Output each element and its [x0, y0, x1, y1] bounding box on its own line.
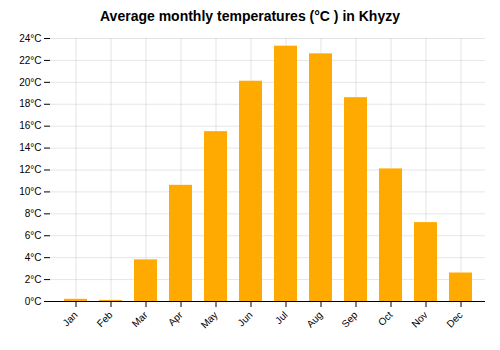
svg-text:Nov: Nov — [409, 309, 429, 329]
svg-text:Oct: Oct — [376, 309, 395, 328]
svg-text:24°C: 24°C — [19, 33, 41, 44]
svg-text:20°C: 20°C — [19, 77, 41, 88]
svg-text:14°C: 14°C — [19, 142, 41, 153]
svg-text:Apr: Apr — [166, 309, 185, 328]
html-text:Average monthly temperatures (: Average monthly temperatures (°C ) in Kh… — [100, 8, 400, 24]
svg-text:16°C: 16°C — [19, 120, 41, 131]
svg-text:Jan: Jan — [60, 309, 79, 328]
svg-text:10°C: 10°C — [19, 186, 41, 197]
svg-text:Mar: Mar — [130, 309, 150, 329]
svg-text:Jun: Jun — [235, 309, 254, 328]
svg-text:6°C: 6°C — [25, 230, 42, 241]
svg-text:2°C: 2°C — [25, 274, 42, 285]
svg-text:Aug: Aug — [304, 309, 324, 329]
svg-text:Feb: Feb — [95, 309, 115, 329]
svg-text:Jul: Jul — [273, 309, 290, 326]
svg-text:Dec: Dec — [444, 309, 464, 329]
svg-text:22°C: 22°C — [19, 55, 41, 66]
svg-text:8°C: 8°C — [25, 208, 42, 219]
svg-text:Sep: Sep — [339, 309, 360, 330]
svg-text:4°C: 4°C — [25, 252, 42, 263]
svg-text:May: May — [199, 309, 220, 330]
svg-text:0°C: 0°C — [25, 296, 42, 307]
svg-text:18°C: 18°C — [19, 98, 41, 109]
svg-text:12°C: 12°C — [19, 164, 41, 175]
